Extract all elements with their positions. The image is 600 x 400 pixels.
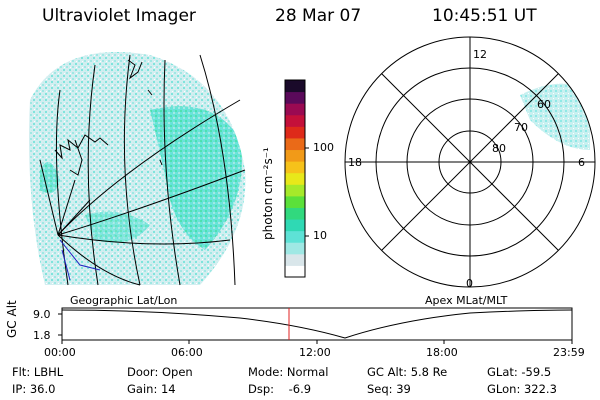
date-label: 28 Mar 07: [275, 6, 362, 26]
geo-grid: [39, 54, 246, 286]
colorbar-segment: [285, 114, 305, 127]
colorbar-segment: [285, 172, 305, 185]
x-tick-2359: 23:59: [553, 346, 585, 359]
polar-aurora-patch: [520, 83, 590, 150]
colorbar-segment: [285, 207, 305, 220]
mlat-label-70: 70: [514, 121, 528, 134]
mlt-label-6: 6: [578, 156, 585, 169]
mlat-label-80: 80: [492, 142, 506, 155]
colorbar-segment: [285, 253, 305, 266]
x-tick-1200: 12:00: [299, 346, 331, 359]
y-tick-1-8: 1.8: [33, 329, 51, 342]
x-tick-1800: 18:00: [426, 346, 458, 359]
colorbar-segment: [285, 91, 305, 104]
apex-label: Apex MLat/MLT: [425, 294, 508, 307]
info-glat: GLat: -59.5: [487, 365, 552, 379]
mlt-label-18: 18: [348, 156, 362, 169]
colorbar-segment: [285, 265, 305, 278]
colorbar-segment: [285, 184, 305, 197]
colorbar-segment: [285, 137, 305, 151]
info-dsp: Dsp: -6.9: [248, 382, 312, 396]
x-tick-0000: 00:00: [44, 346, 76, 359]
colorbar-segment: [285, 195, 305, 208]
colorbar-segment: [285, 126, 305, 139]
coastline-blue: [59, 239, 101, 281]
x-tick-0600: 06:00: [171, 346, 203, 359]
y-tick-9: 9.0: [33, 308, 51, 321]
info-gain: Gain: 14: [127, 382, 176, 396]
mlt-label-12: 12: [473, 48, 487, 61]
timeline-axis-title: GC Alt: [5, 300, 19, 338]
coastline-outline: [54, 59, 163, 176]
info-door: Door: Open: [127, 365, 193, 379]
colorbar-segment: [285, 149, 305, 162]
colorbar-segment: [285, 80, 305, 93]
time-label: 10:45:51 UT: [432, 6, 537, 26]
geographic-label: Geographic Lat/Lon: [70, 294, 178, 307]
info-ip: IP: 36.0: [12, 382, 56, 396]
colorbar-segment: [285, 242, 305, 255]
colorbar-segment: [285, 219, 305, 232]
info-seq: Seq: 39: [367, 382, 411, 396]
info-glon: GLon: 322.3: [487, 382, 557, 396]
colorbar-segment: [285, 103, 305, 116]
info-flt: Flt: LBHL: [12, 365, 64, 379]
mlt-label-0: 0: [466, 277, 473, 290]
colorbar-segment: [285, 161, 305, 174]
colorbar-tick-10: 10: [313, 229, 327, 242]
colorbar-tick-100: 100: [313, 141, 334, 154]
info-mode: Mode: Normal: [248, 365, 329, 379]
colorbar-segment: [285, 230, 305, 243]
info-gcalt: GC Alt: 5.8 Re: [367, 365, 448, 379]
mlat-label-60: 60: [537, 98, 551, 111]
app-title: Ultraviolet Imager: [42, 6, 196, 26]
altitude-curve: [61, 309, 573, 339]
